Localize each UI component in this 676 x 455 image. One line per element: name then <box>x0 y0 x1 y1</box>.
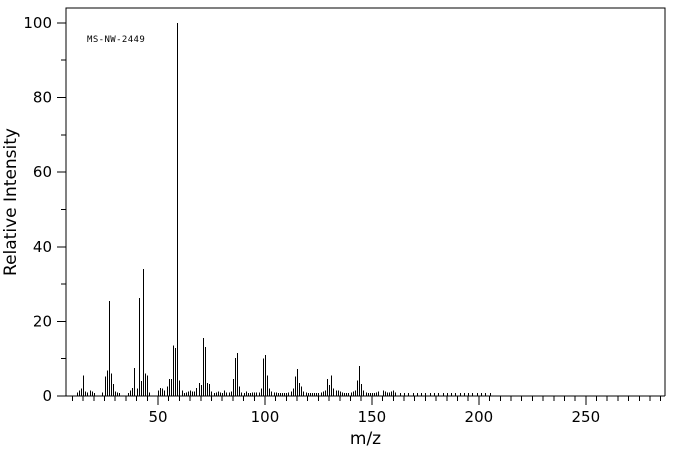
x-tick-label: 200 <box>465 408 494 426</box>
x-tick-label: 100 <box>251 408 280 426</box>
y-tick-label: 80 <box>33 89 52 107</box>
y-axis-tick-labels: 0 20 40 60 80 100 <box>23 14 52 405</box>
x-axis-tick-labels: 50 100 150 200 250 <box>148 408 600 426</box>
x-tick-label: 250 <box>572 408 601 426</box>
x-tick-label: 150 <box>358 408 387 426</box>
y-tick-label: 100 <box>23 14 52 32</box>
y-axis-label: Relative Intensity <box>1 128 21 276</box>
x-axis-ticks <box>71 396 662 405</box>
y-axis-ticks <box>57 22 66 397</box>
y-tick-label: 20 <box>33 312 52 330</box>
spectrum-peaks <box>77 22 491 396</box>
x-axis-label: m/z <box>350 429 381 449</box>
x-tick-label: 50 <box>148 408 167 426</box>
y-tick-label: 60 <box>33 163 52 181</box>
y-tick-label: 40 <box>33 238 52 256</box>
sample-id-annotation: MS-NW-2449 <box>87 35 145 45</box>
y-tick-label: 0 <box>42 387 52 405</box>
plot-frame <box>65 7 666 397</box>
